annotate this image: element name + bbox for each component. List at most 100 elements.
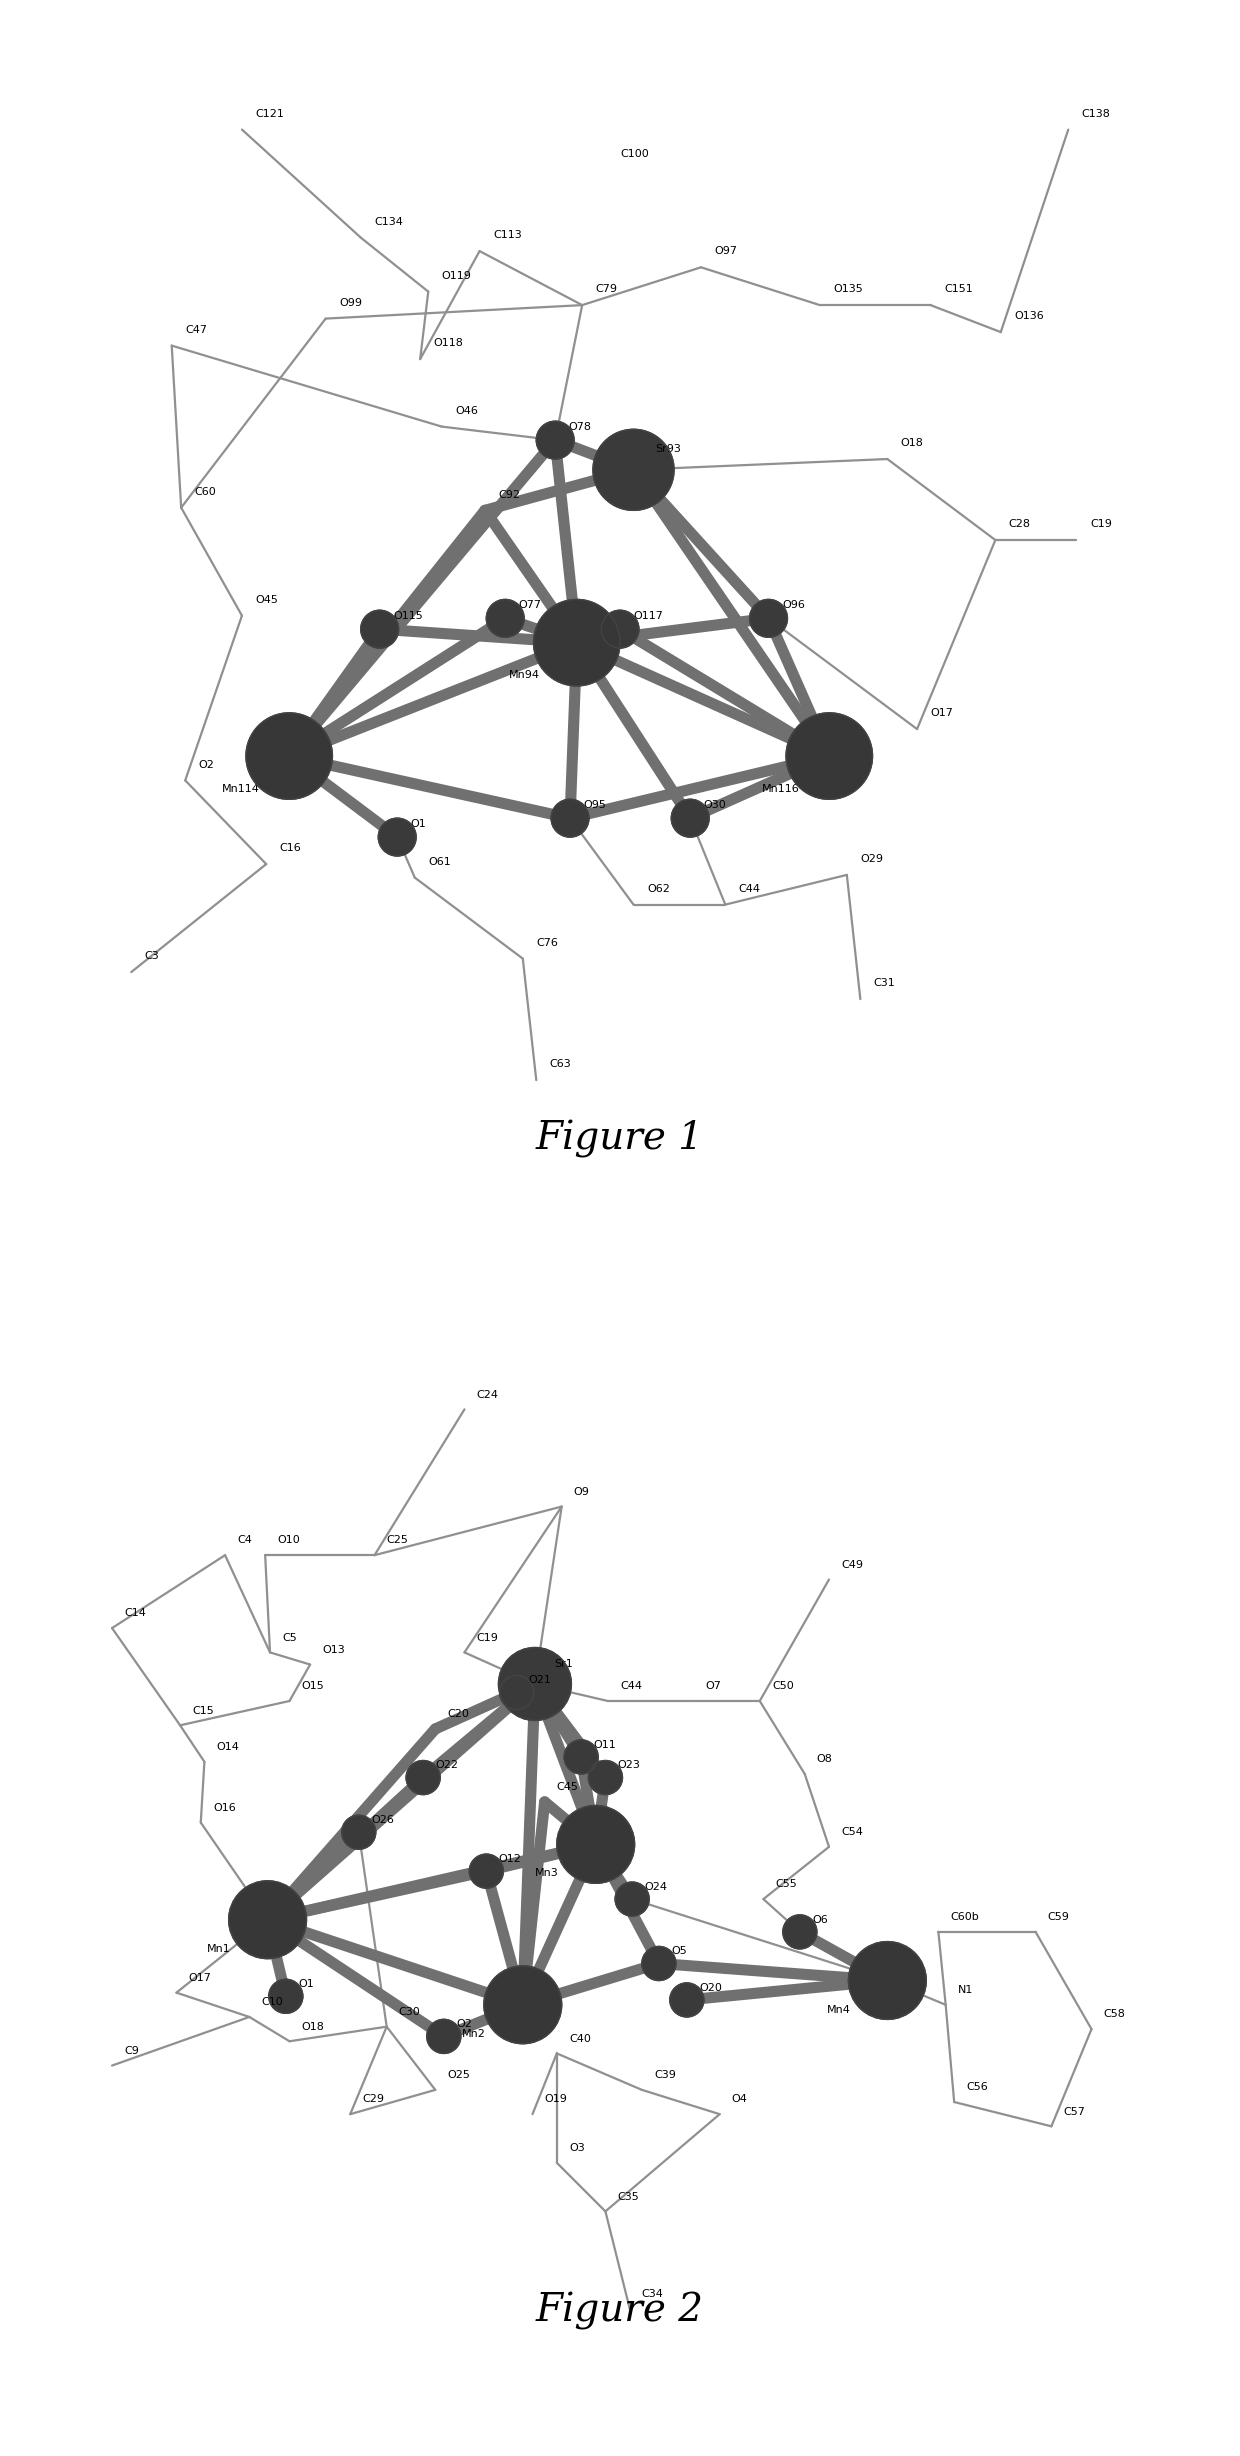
Text: O25: O25 [448, 2070, 470, 2080]
Circle shape [609, 440, 662, 494]
Text: O78: O78 [569, 422, 591, 432]
Circle shape [255, 1901, 286, 1933]
Circle shape [383, 820, 413, 852]
Circle shape [680, 806, 703, 828]
Circle shape [475, 1859, 500, 1884]
Circle shape [601, 609, 639, 648]
Circle shape [543, 607, 613, 675]
Circle shape [258, 1903, 284, 1928]
Circle shape [560, 619, 600, 658]
Circle shape [417, 1768, 433, 1783]
Circle shape [683, 1992, 694, 2004]
Circle shape [253, 717, 327, 793]
Circle shape [890, 1972, 895, 1977]
Circle shape [474, 1857, 501, 1884]
Circle shape [692, 815, 694, 818]
Circle shape [764, 609, 776, 624]
Circle shape [603, 1771, 611, 1781]
Circle shape [644, 1948, 675, 1980]
Text: C76: C76 [536, 938, 558, 948]
Circle shape [625, 1889, 641, 1906]
Circle shape [538, 422, 573, 457]
Text: C57: C57 [1064, 2107, 1085, 2117]
Circle shape [580, 1822, 618, 1859]
Circle shape [792, 1921, 810, 1940]
Circle shape [646, 1950, 673, 1977]
Circle shape [578, 1820, 619, 1862]
Circle shape [361, 609, 398, 648]
Circle shape [433, 2024, 456, 2046]
Circle shape [345, 1817, 373, 1847]
Circle shape [551, 612, 608, 670]
Circle shape [673, 801, 708, 835]
Text: C39: C39 [653, 2070, 676, 2080]
Text: C58: C58 [1104, 2009, 1126, 2019]
Circle shape [293, 747, 298, 754]
Circle shape [412, 1763, 436, 1790]
Circle shape [388, 825, 409, 845]
Text: C24: C24 [476, 1390, 498, 1400]
Circle shape [872, 1960, 909, 1997]
Text: C10: C10 [262, 1997, 283, 2007]
Circle shape [750, 599, 787, 636]
Circle shape [647, 1950, 672, 1975]
Circle shape [567, 810, 577, 820]
Text: O13: O13 [322, 1646, 345, 1655]
Circle shape [279, 1987, 295, 2004]
Circle shape [556, 435, 560, 440]
Circle shape [279, 737, 308, 766]
Circle shape [605, 440, 665, 499]
Circle shape [259, 722, 322, 786]
Circle shape [407, 1761, 440, 1795]
Text: O22: O22 [435, 1761, 459, 1771]
Circle shape [636, 462, 642, 467]
Circle shape [686, 1994, 692, 2002]
Circle shape [791, 1921, 811, 1940]
Circle shape [565, 1813, 627, 1874]
Circle shape [795, 1923, 808, 1938]
Circle shape [387, 825, 409, 847]
Circle shape [438, 2026, 453, 2043]
Circle shape [507, 1653, 565, 1712]
Circle shape [606, 614, 635, 643]
Circle shape [684, 1994, 693, 2002]
Text: O18: O18 [301, 2021, 325, 2031]
Circle shape [598, 1768, 616, 1786]
Text: C60b: C60b [951, 1913, 980, 1923]
Circle shape [372, 619, 391, 636]
Circle shape [557, 803, 585, 830]
Circle shape [613, 619, 630, 636]
Circle shape [507, 1682, 528, 1702]
Circle shape [430, 2021, 458, 2048]
Circle shape [642, 1948, 676, 1980]
Circle shape [557, 616, 603, 663]
Text: C29: C29 [362, 2095, 384, 2105]
Circle shape [810, 729, 856, 776]
Circle shape [863, 1953, 915, 2004]
Circle shape [517, 1687, 521, 1692]
Circle shape [263, 725, 320, 783]
Circle shape [591, 1763, 620, 1793]
Circle shape [557, 437, 559, 440]
Circle shape [444, 2031, 449, 2036]
Circle shape [513, 1987, 539, 2014]
Circle shape [785, 1916, 815, 1945]
Circle shape [616, 1884, 649, 1916]
Circle shape [594, 1763, 619, 1790]
Circle shape [501, 609, 513, 624]
Circle shape [389, 828, 408, 845]
Circle shape [376, 621, 388, 634]
Circle shape [656, 1957, 666, 1967]
Text: O117: O117 [634, 612, 663, 621]
Text: C15: C15 [192, 1704, 215, 1717]
Circle shape [589, 1830, 610, 1849]
Circle shape [790, 1921, 812, 1943]
Circle shape [587, 1827, 613, 1854]
Circle shape [543, 427, 569, 452]
Circle shape [379, 820, 415, 855]
Circle shape [419, 1771, 430, 1781]
Circle shape [420, 1771, 429, 1781]
Circle shape [508, 1682, 527, 1700]
Circle shape [505, 1982, 547, 2024]
Circle shape [657, 1957, 665, 1965]
